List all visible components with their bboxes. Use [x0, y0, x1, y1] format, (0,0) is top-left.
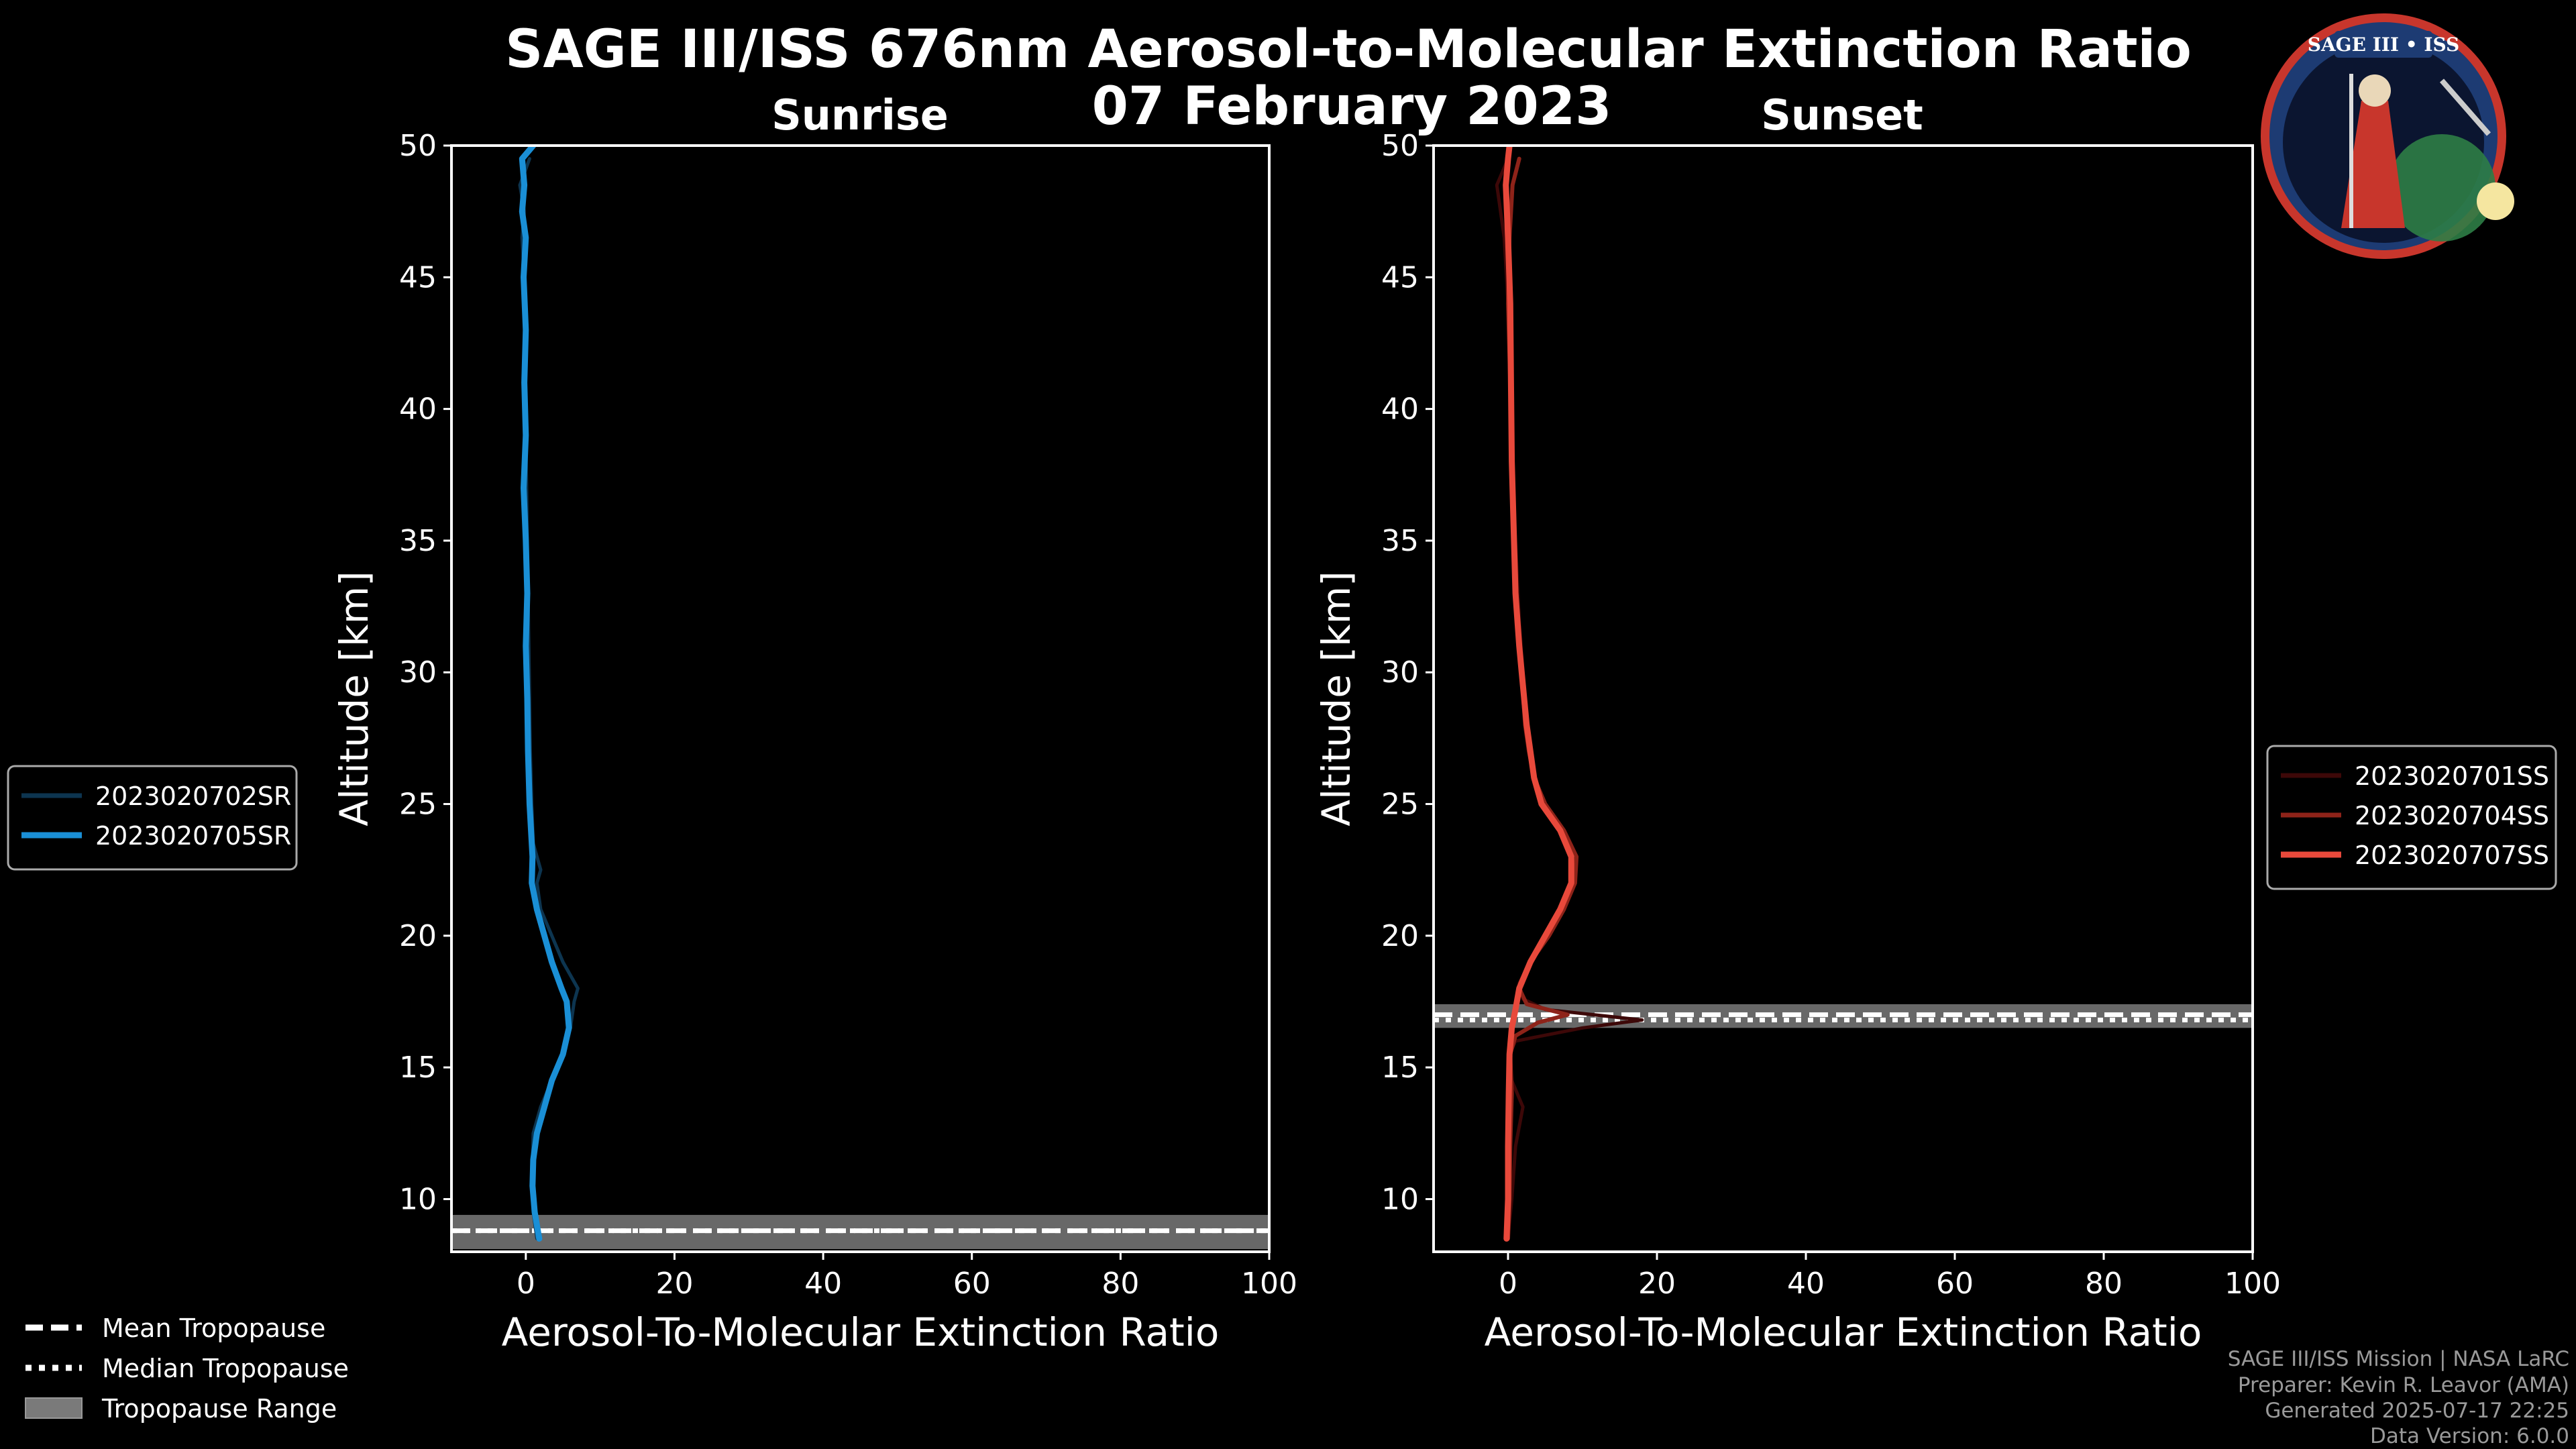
sunrise-legend-label-2023020705SR: 2023020705SR	[95, 821, 291, 851]
sunrise-panel-title: Sunrise	[771, 91, 949, 140]
sunrise-panel: Sunrise 0 20 40 60 80 100 10 15 20 25 30 35 40 45 50 Aer…	[7, 91, 1297, 1355]
sunrise-x-tick-label: 40	[804, 1267, 842, 1301]
credit-data-version: Data Version: 6.0.0	[2370, 1424, 2569, 1448]
sunset-series-2023020701SS	[1495, 157, 1644, 1240]
sunrise-x-axis-label: Aerosol-To-Molecular Extinction Ratio	[502, 1309, 1220, 1355]
tropopause-legend: Mean Tropopause Median Tropopause Tropop…	[25, 1313, 349, 1424]
figure-title: SAGE III/ISS 676nm Aerosol-to-Molecular …	[505, 19, 2192, 80]
legend-tropopause-range-swatch	[25, 1397, 83, 1419]
sunset-series-2023020704SS	[1506, 156, 1579, 1241]
sunrise-y-tick-label: 50	[399, 129, 437, 163]
legend-tropopause-range-label: Tropopause Range	[101, 1394, 337, 1424]
sunrise-series-legend: 2023020702SR 2023020705SR	[7, 765, 298, 871]
sunset-series-legend: 2023020701SS 2023020704SS 2023020707SS	[2266, 745, 2557, 890]
sunset-x-tick-label: 80	[2085, 1267, 2123, 1301]
sunset-x-tick-label: 40	[1787, 1267, 1825, 1301]
sunrise-y-tick-label: 25	[399, 788, 437, 822]
sunrise-plot-area	[451, 146, 1269, 1250]
sunset-y-tick-label: 45	[1381, 260, 1419, 294]
sunrise-axes-frame	[450, 144, 1271, 1253]
sunrise-x-tick-label: 100	[1241, 1267, 1297, 1301]
sunset-panel-title: Sunset	[1761, 91, 1923, 140]
sage-figure-icon	[2341, 101, 2405, 228]
sunrise-series-2023020705SR	[519, 146, 572, 1242]
sunrise-y-tick-label: 15	[399, 1051, 437, 1085]
sunset-series-2023020707SS	[1503, 146, 1574, 1242]
credit-mission: SAGE III/ISS Mission | NASA LaRC	[2228, 1347, 2569, 1371]
sunrise-y-tick-label: 35	[399, 524, 437, 558]
sunrise-y-tick-label: 10	[399, 1182, 437, 1216]
sunset-legend-label-2023020704SS: 2023020704SS	[2355, 801, 2549, 830]
sunrise-y-tick-label: 30	[399, 655, 437, 690]
sunrise-y-tick-label: 20	[399, 919, 437, 953]
sunrise-y-tick-label: 45	[399, 260, 437, 294]
sunset-x-axis-label: Aerosol-To-Molecular Extinction Ratio	[1485, 1309, 2202, 1355]
sunset-y-axis-label: Altitude [km]	[1313, 571, 1359, 826]
sunrise-legend-frame	[7, 765, 298, 871]
sunset-legend-label-2023020701SS: 2023020701SS	[2355, 761, 2549, 791]
sunset-y-tick-label: 50	[1381, 129, 1419, 163]
sunset-panel: Sunset 0 20 40 60 80 100 10 15 20 25 30 35 40 45 50 Aero…	[1313, 91, 2557, 1355]
sunset-x-tick-label: 20	[1638, 1267, 1676, 1301]
figure-date: 07 February 2023	[1092, 76, 1612, 137]
sunset-y-tick-label: 40	[1381, 392, 1419, 427]
sunrise-x-tick-label: 60	[953, 1267, 991, 1301]
sunset-legend-label-2023020707SS: 2023020707SS	[2355, 841, 2549, 870]
sunset-y-tick-label: 20	[1381, 919, 1419, 953]
sunrise-y-axis-label: Altitude [km]	[331, 571, 377, 826]
sunset-x-tick-label: 0	[1499, 1267, 1517, 1301]
sunset-y-tick-label: 10	[1381, 1182, 1419, 1216]
legend-median-tropopause-label: Median Tropopause	[102, 1354, 349, 1383]
sunrise-x-tick-label: 80	[1102, 1267, 1139, 1301]
sage-iii-iss-logo: SAGE III • ISS	[2261, 13, 2514, 259]
sunset-x-tick-label: 100	[2224, 1267, 2281, 1301]
earth-icon	[2388, 134, 2496, 241]
logo-text: SAGE III • ISS	[2308, 34, 2460, 56]
credits: SAGE III/ISS Mission | NASA LaRC Prepare…	[2228, 1347, 2569, 1448]
sunrise-x-tick-label: 0	[517, 1267, 535, 1301]
sunrise-legend-label-2023020702SR: 2023020702SR	[95, 782, 291, 811]
credit-preparer: Preparer: Kevin R. Leavor (AMA)	[2238, 1373, 2569, 1397]
sunset-axes-frame	[1432, 144, 2254, 1253]
sunset-plot-area	[1434, 146, 2253, 1242]
sunset-y-tick-label: 25	[1381, 788, 1419, 822]
sunset-y-tick-label: 30	[1381, 655, 1419, 690]
sunset-y-tick-label: 15	[1381, 1051, 1419, 1085]
legend-mean-tropopause-label: Mean Tropopause	[102, 1313, 325, 1343]
sunrise-x-tick-label: 20	[655, 1267, 693, 1301]
sunset-x-tick-label: 60	[1936, 1267, 1974, 1301]
credit-generated: Generated 2025-07-17 22:25	[2265, 1399, 2569, 1423]
sunrise-y-tick-label: 40	[399, 392, 437, 427]
sunset-y-tick-label: 35	[1381, 524, 1419, 558]
moon-icon	[2477, 182, 2514, 220]
